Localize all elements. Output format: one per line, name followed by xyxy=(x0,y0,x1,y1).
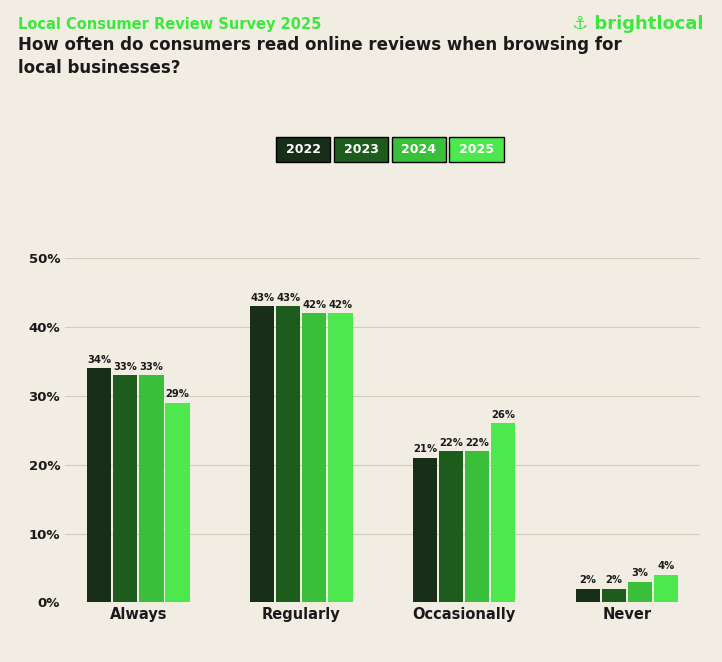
Bar xyxy=(413,458,438,602)
Bar xyxy=(439,451,464,602)
Text: 4%: 4% xyxy=(658,561,675,571)
Text: 43%: 43% xyxy=(250,293,274,303)
Bar xyxy=(328,313,352,602)
Text: 33%: 33% xyxy=(113,361,137,372)
Text: 33%: 33% xyxy=(139,361,163,372)
Bar xyxy=(491,424,516,602)
Text: 2023: 2023 xyxy=(344,143,378,156)
Bar xyxy=(575,589,600,602)
Text: 22%: 22% xyxy=(439,438,463,448)
Bar xyxy=(465,451,490,602)
Text: ⚓ brightlocal: ⚓ brightlocal xyxy=(573,15,704,32)
Text: 21%: 21% xyxy=(413,444,437,454)
Text: 43%: 43% xyxy=(276,293,300,303)
Text: 3%: 3% xyxy=(632,568,648,579)
Bar xyxy=(113,375,137,602)
Text: 29%: 29% xyxy=(165,389,189,399)
Bar xyxy=(302,313,326,602)
Bar xyxy=(250,307,274,602)
Bar xyxy=(601,589,626,602)
Text: 2%: 2% xyxy=(606,575,622,585)
Bar xyxy=(628,582,652,602)
Text: 2025: 2025 xyxy=(459,143,494,156)
Text: 2022: 2022 xyxy=(286,143,321,156)
Bar xyxy=(165,402,190,602)
Bar xyxy=(139,375,164,602)
Text: 42%: 42% xyxy=(303,300,326,310)
Bar xyxy=(87,368,111,602)
Text: 34%: 34% xyxy=(87,355,111,365)
Bar xyxy=(276,307,300,602)
Bar xyxy=(654,575,679,602)
Text: 26%: 26% xyxy=(491,410,516,420)
Text: How often do consumers read online reviews when browsing for
local businesses?: How often do consumers read online revie… xyxy=(18,36,622,77)
Text: 42%: 42% xyxy=(329,300,352,310)
Text: 2024: 2024 xyxy=(401,143,436,156)
Text: 2%: 2% xyxy=(580,575,596,585)
Text: Local Consumer Review Survey 2025: Local Consumer Review Survey 2025 xyxy=(18,17,321,32)
Text: 22%: 22% xyxy=(465,438,489,448)
